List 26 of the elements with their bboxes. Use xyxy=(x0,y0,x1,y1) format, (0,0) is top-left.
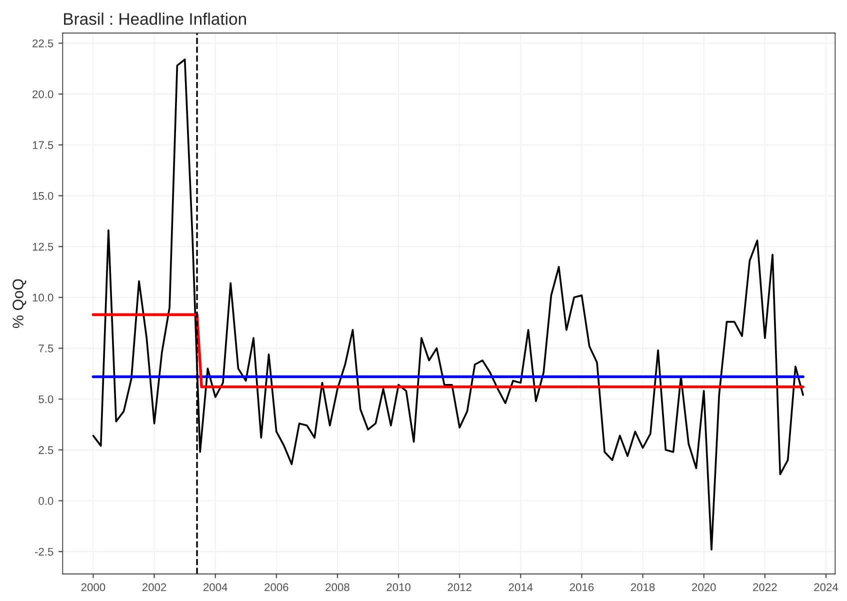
y-tick-label: 22.5 xyxy=(32,39,54,48)
x-tick-label: 2024 xyxy=(814,583,838,592)
x-tick-label: 2020 xyxy=(692,583,716,592)
chart-title: Brasil : Headline Inflation xyxy=(64,12,246,25)
y-tick-label: 12.5 xyxy=(32,242,54,251)
y-tick-label: 5.0 xyxy=(38,395,54,404)
x-tick-label: 2008 xyxy=(326,583,350,592)
x-tick-label: 2012 xyxy=(448,583,472,592)
x-tick-label: 2014 xyxy=(508,583,533,592)
x-tick-label: 2018 xyxy=(630,583,655,592)
x-tick-label: 2022 xyxy=(753,583,777,592)
y-tick-label: -2.5 xyxy=(35,548,54,556)
y-axis-title: % QoQ xyxy=(12,279,26,328)
y-tick-label: 0.0 xyxy=(38,497,54,505)
y-tick-label: 20.0 xyxy=(32,90,54,98)
y-tick-label: 15.0 xyxy=(32,192,54,200)
x-tick-label: 2006 xyxy=(264,583,288,592)
y-tick-label: 10.0 xyxy=(32,294,54,302)
x-tick-label: 2016 xyxy=(570,583,594,592)
x-tick-label: 2002 xyxy=(142,583,166,592)
x-tick-label: 2000 xyxy=(81,583,106,592)
y-tick-label: 17.5 xyxy=(32,141,54,150)
y-tick-label: 2.5 xyxy=(38,446,54,454)
y-tick-label: 7.5 xyxy=(38,344,54,352)
x-tick-label: 2004 xyxy=(204,583,228,592)
x-tick-label: 2010 xyxy=(386,583,410,592)
